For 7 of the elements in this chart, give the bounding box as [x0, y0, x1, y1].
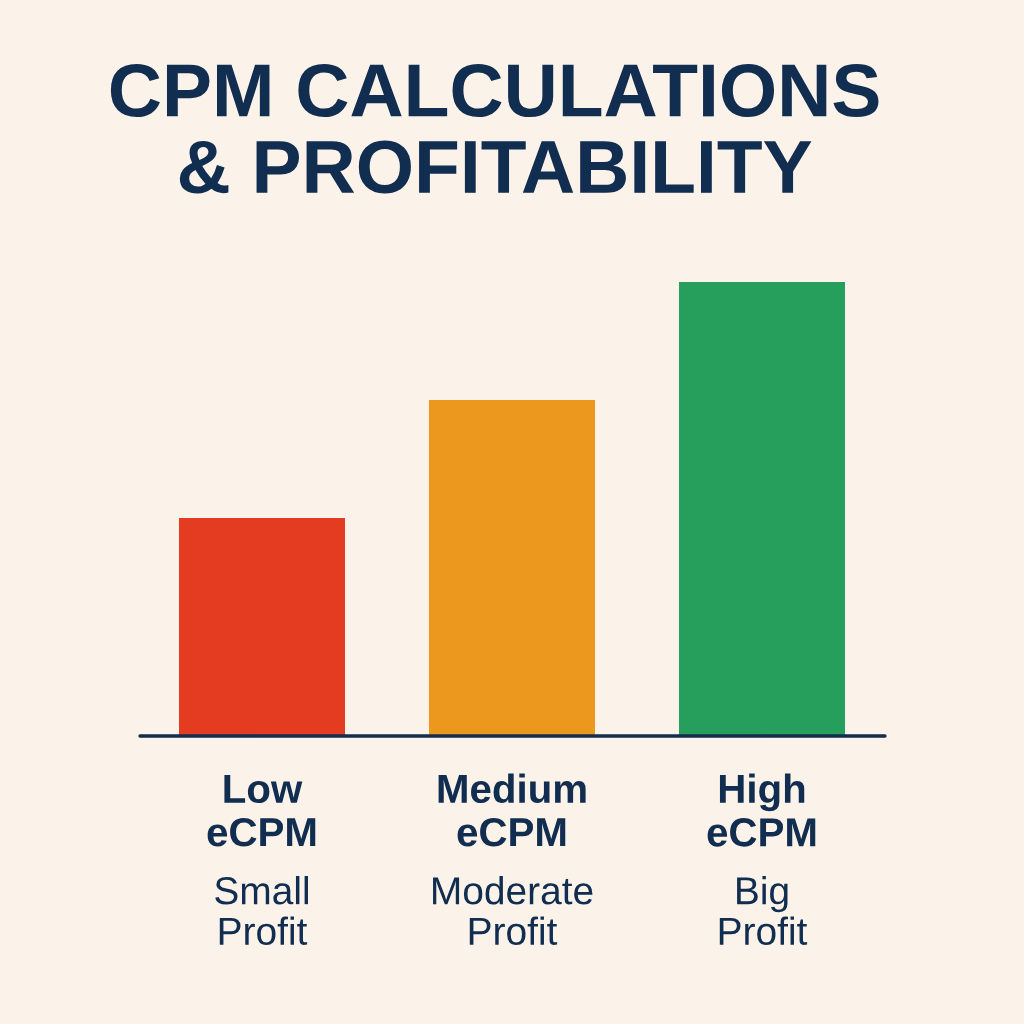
- chart-title: CPM CALCULATIONS & PROFITABILITY: [110, 63, 879, 194]
- x-tick-label: Medium eCPM: [438, 773, 586, 847]
- text: Moderate Profit: [433, 876, 593, 946]
- x-tick-label: Low eCPM: [207, 774, 316, 847]
- x-tick-label: High eCPM: [707, 773, 816, 847]
- text: Big Profit: [719, 876, 808, 946]
- text: Small Profit: [215, 876, 309, 946]
